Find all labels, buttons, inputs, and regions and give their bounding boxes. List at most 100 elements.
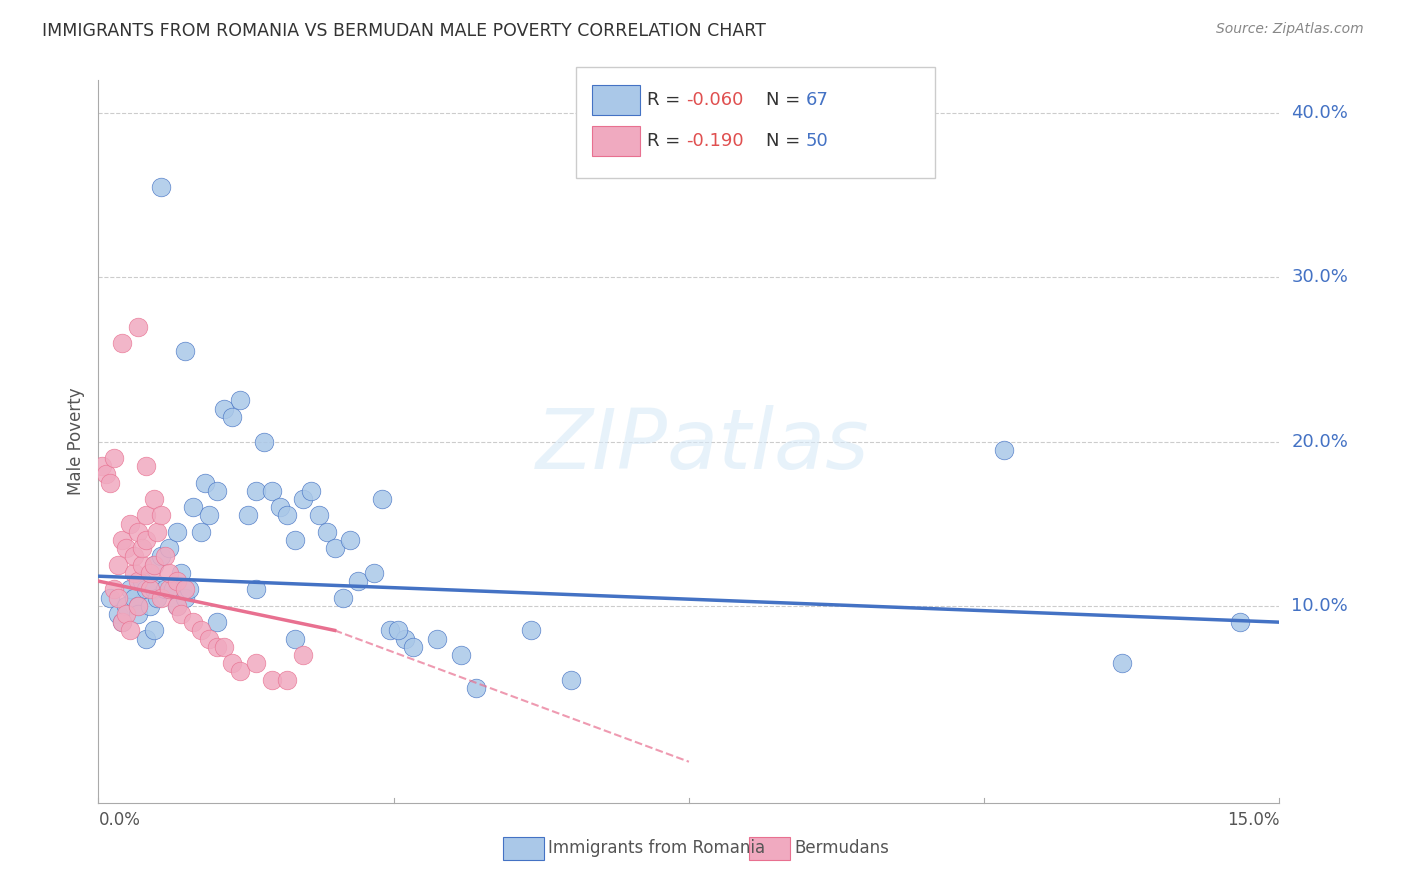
Point: [993, 442, 1015, 457]
Point: [96, 467, 118, 482]
Point: [135, 582, 157, 597]
Text: 10.0%: 10.0%: [1291, 597, 1348, 615]
Point: [166, 599, 188, 613]
Text: N =: N =: [766, 132, 806, 150]
Point: [190, 524, 212, 539]
Point: [138, 599, 160, 613]
Point: [142, 582, 165, 597]
Point: [127, 599, 149, 613]
Point: [146, 524, 169, 539]
Text: IMMIGRANTS FROM ROMANIA VS BERMUDAN MALE POVERTY CORRELATION CHART: IMMIGRANTS FROM ROMANIA VS BERMUDAN MALE…: [42, 22, 766, 40]
Point: [181, 615, 204, 630]
Text: -0.190: -0.190: [686, 132, 744, 150]
Point: [276, 673, 298, 687]
Point: [332, 591, 354, 605]
Point: [253, 434, 276, 449]
Point: [103, 450, 125, 465]
Point: [284, 533, 307, 547]
Point: [308, 508, 330, 523]
Text: Source: ZipAtlas.com: Source: ZipAtlas.com: [1216, 22, 1364, 37]
Point: [174, 591, 197, 605]
Point: [177, 582, 200, 597]
Point: [174, 344, 197, 359]
Point: [197, 508, 219, 523]
Point: [118, 624, 141, 638]
Point: [115, 599, 138, 613]
Point: [166, 574, 188, 588]
Point: [426, 632, 449, 646]
Text: Bermudans: Bermudans: [794, 839, 889, 857]
Point: [520, 624, 543, 638]
Point: [292, 648, 315, 662]
Point: [371, 491, 394, 506]
Point: [260, 483, 283, 498]
Point: [155, 549, 177, 564]
Point: [197, 632, 219, 646]
Point: [205, 640, 228, 654]
Point: [142, 491, 165, 506]
Point: [157, 582, 180, 597]
Point: [269, 500, 291, 515]
Point: [127, 319, 149, 334]
Point: [131, 574, 153, 588]
Point: [174, 582, 197, 597]
Point: [150, 508, 173, 523]
Point: [450, 648, 472, 662]
Point: [111, 336, 134, 351]
Point: [107, 591, 129, 605]
Point: [221, 409, 243, 424]
Point: [131, 558, 153, 572]
Point: [166, 599, 188, 613]
Text: N =: N =: [766, 91, 806, 109]
Point: [214, 401, 236, 416]
Point: [135, 459, 157, 474]
Point: [98, 475, 121, 490]
Point: [378, 624, 401, 638]
Point: [122, 549, 145, 564]
Point: [394, 632, 416, 646]
Point: [142, 624, 165, 638]
Point: [138, 582, 160, 597]
Point: [135, 632, 157, 646]
Point: [170, 607, 193, 621]
Point: [166, 524, 188, 539]
Text: -0.060: -0.060: [686, 91, 744, 109]
Text: 0.0%: 0.0%: [98, 811, 141, 829]
Text: 67: 67: [806, 91, 828, 109]
Point: [236, 508, 259, 523]
Point: [292, 491, 315, 506]
Text: Immigrants from Romania: Immigrants from Romania: [548, 839, 765, 857]
Point: [118, 516, 141, 531]
Point: [402, 640, 425, 654]
Point: [118, 582, 141, 597]
Point: [1111, 657, 1133, 671]
Y-axis label: Male Poverty: Male Poverty: [66, 388, 84, 495]
Point: [170, 566, 193, 580]
Point: [111, 533, 134, 547]
Point: [157, 566, 180, 580]
Point: [122, 591, 145, 605]
Point: [138, 566, 160, 580]
Point: [111, 615, 134, 630]
Text: ZIPatlas: ZIPatlas: [536, 406, 870, 486]
Point: [150, 549, 173, 564]
Point: [111, 615, 134, 630]
Point: [115, 607, 138, 621]
Point: [155, 582, 177, 597]
Point: [221, 657, 243, 671]
Point: [162, 582, 184, 597]
Point: [157, 541, 180, 556]
Point: [465, 681, 488, 695]
Point: [190, 624, 212, 638]
Point: [98, 591, 121, 605]
Point: [205, 615, 228, 630]
Point: [142, 558, 165, 572]
Point: [560, 673, 582, 687]
Point: [135, 508, 157, 523]
Point: [299, 483, 322, 498]
Point: [245, 657, 267, 671]
Point: [229, 393, 252, 408]
Text: 50: 50: [806, 132, 828, 150]
Text: 40.0%: 40.0%: [1291, 104, 1348, 122]
Point: [115, 541, 138, 556]
